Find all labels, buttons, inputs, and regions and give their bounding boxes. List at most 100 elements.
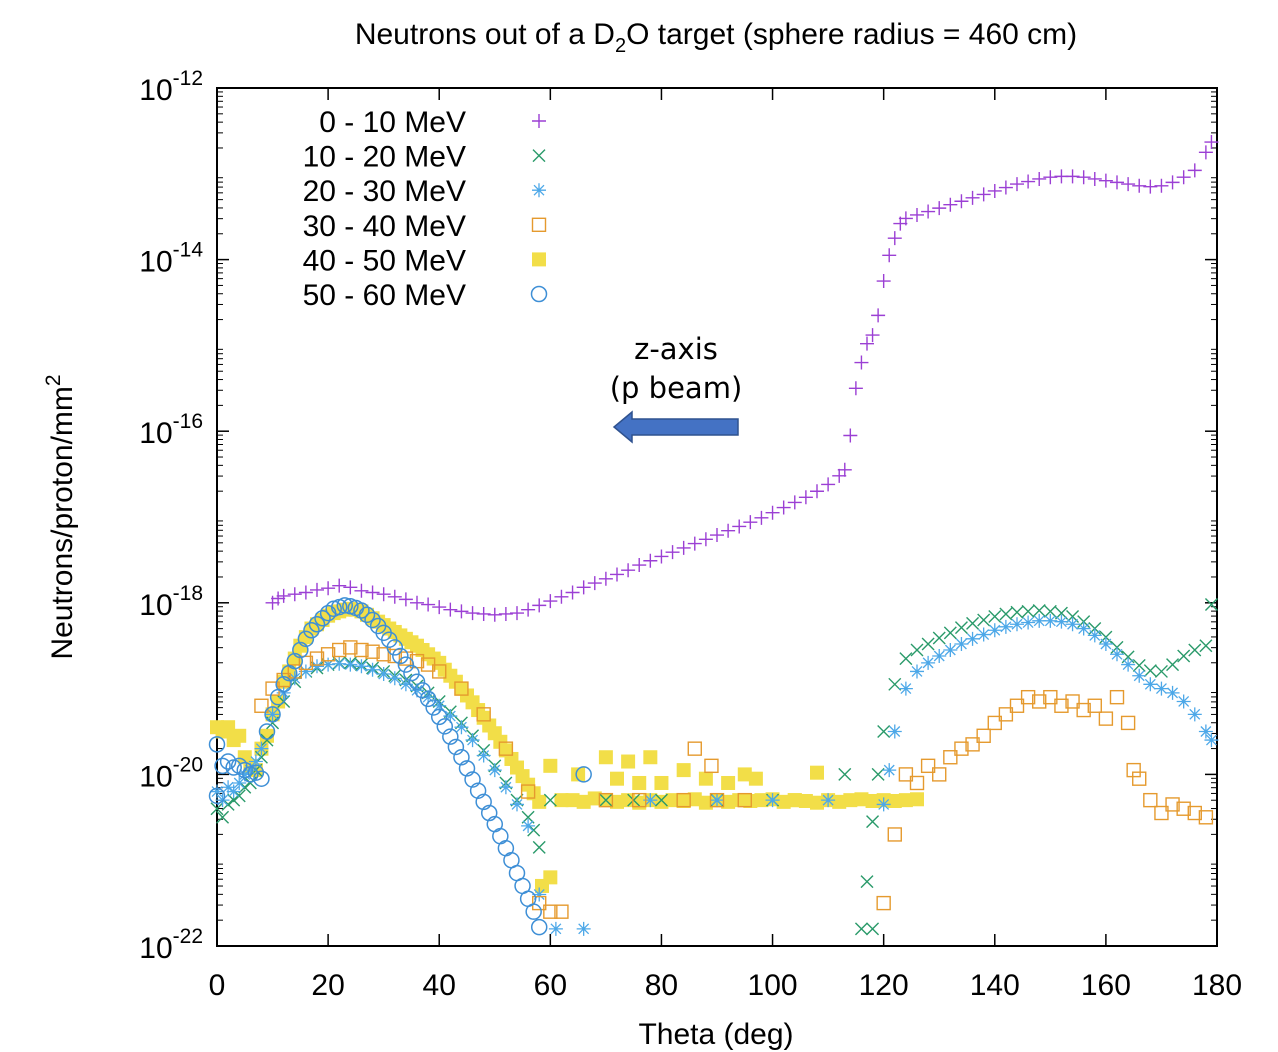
data-point (921, 637, 935, 651)
data-point (737, 767, 752, 782)
data-point (909, 775, 925, 791)
data-point (1098, 711, 1114, 726)
data-point (876, 895, 891, 911)
data-point (1132, 658, 1146, 672)
data-point (787, 793, 802, 808)
data-point (532, 598, 547, 613)
data-point (453, 748, 470, 766)
data-point (687, 536, 702, 551)
data-point (214, 757, 231, 775)
data-point (498, 606, 513, 621)
data-point (298, 655, 314, 671)
data-point (548, 921, 563, 936)
data-point (264, 706, 281, 723)
x-tick-label: 140 (970, 969, 1020, 1002)
data-point (232, 775, 247, 790)
data-point (1132, 668, 1147, 683)
data-point (1154, 178, 1169, 193)
data-point (860, 336, 874, 351)
legend-label: 20 - 30 MeV (303, 175, 466, 208)
data-point (480, 804, 498, 822)
data-point (565, 585, 580, 600)
data-point (421, 690, 436, 705)
data-point (271, 694, 286, 709)
data-point (208, 787, 226, 805)
data-point (576, 921, 591, 936)
data-point (464, 771, 481, 788)
data-point (292, 641, 309, 659)
data-point (447, 738, 465, 756)
data-point (865, 328, 880, 343)
data-point (365, 585, 380, 600)
data-point (1087, 171, 1102, 186)
data-point (627, 793, 641, 807)
data-point (443, 709, 458, 724)
data-point (554, 589, 569, 604)
data-point (810, 484, 824, 499)
data-point (643, 750, 658, 765)
data-point (921, 655, 936, 670)
data-point (1176, 170, 1191, 185)
data-point (1176, 801, 1191, 816)
data-point (321, 657, 336, 672)
data-point (436, 718, 454, 735)
data-point (387, 671, 402, 686)
data-point (376, 647, 391, 662)
data-point (543, 870, 558, 885)
data-point (332, 656, 347, 671)
data-point (837, 462, 852, 477)
data-point (654, 794, 669, 809)
data-point (921, 204, 936, 219)
data-point (1032, 613, 1047, 628)
data-point (476, 748, 491, 763)
data-point (676, 792, 691, 808)
data-point (297, 630, 315, 648)
data-point (687, 741, 702, 756)
x-tick-label: 160 (1081, 969, 1131, 1002)
data-point (954, 741, 969, 756)
data-point (877, 725, 891, 738)
data-point (1032, 694, 1047, 709)
data-point (1143, 664, 1157, 678)
data-point (643, 553, 658, 568)
data-point (1143, 792, 1158, 808)
data-point (208, 736, 226, 753)
data-point (414, 682, 431, 699)
data-point (210, 784, 224, 799)
data-point (432, 698, 447, 713)
data-point (676, 793, 691, 808)
legend-marker (532, 114, 546, 128)
data-point (237, 767, 252, 782)
data-point (932, 648, 947, 663)
data-point (1120, 715, 1136, 731)
data-point (966, 616, 980, 630)
data-point (898, 681, 913, 696)
data-point (1143, 677, 1158, 692)
data-point (977, 613, 991, 627)
data-point (1065, 617, 1080, 632)
annotation-line2: (p beam) (610, 371, 743, 405)
data-point (866, 815, 880, 829)
data-point (253, 770, 270, 787)
data-point (899, 652, 913, 666)
data-point (1076, 621, 1091, 636)
data-point (298, 585, 313, 600)
data-point (976, 187, 991, 202)
data-point (403, 664, 420, 682)
data-point (866, 922, 880, 936)
data-point (871, 308, 886, 323)
data-point (1143, 179, 1158, 194)
data-point (469, 782, 487, 799)
data-point (1204, 135, 1219, 150)
data-point (704, 758, 719, 774)
y-tick-label: 10-14 (139, 239, 203, 279)
data-point (1187, 707, 1202, 722)
data-point (314, 609, 331, 627)
data-point (987, 623, 1002, 638)
data-point (221, 780, 236, 795)
data-point (821, 793, 836, 808)
plot-area (216, 87, 1218, 947)
data-point (676, 540, 691, 555)
data-point (754, 510, 769, 525)
data-point (1010, 605, 1024, 619)
